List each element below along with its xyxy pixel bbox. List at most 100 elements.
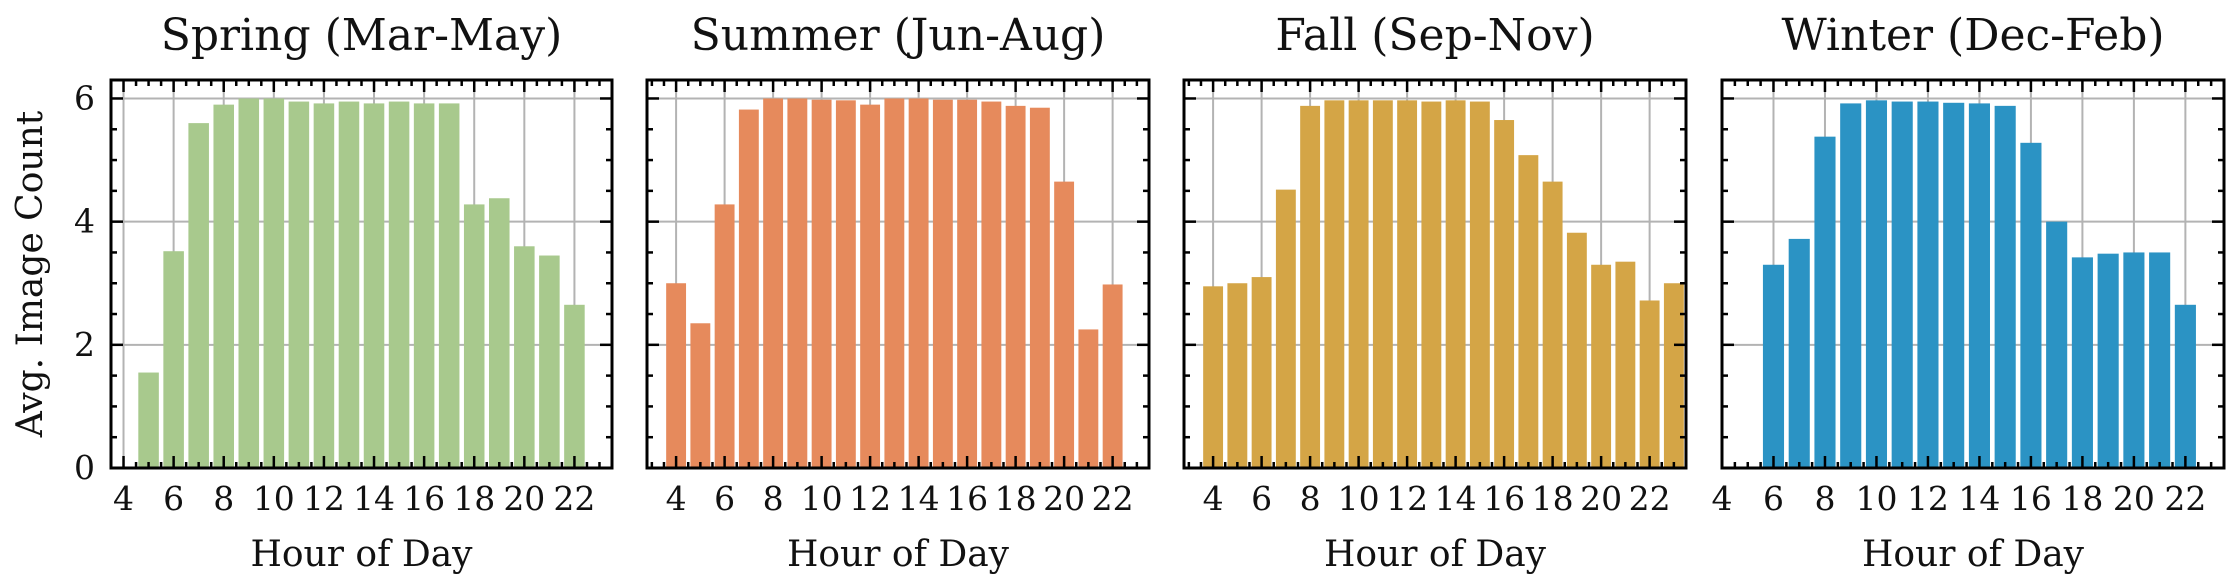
bar-hour-22 (2174, 304, 2196, 468)
y-tick-label: 4 (74, 202, 95, 241)
chart-panel-2: 4 6 8 10 12 14 16 18 20 22 Fall (Sep-Nov) Hour of D… (1182, 10, 1688, 575)
x-tick-label: 6 (1763, 479, 1784, 518)
bar-hour-10 (1865, 100, 1888, 468)
bar-hour-9 (787, 98, 808, 468)
x-tick-label: 12 (1386, 479, 1428, 518)
x-tick-label: 12 (303, 479, 345, 518)
x-tick-label: 8 (1300, 479, 1321, 518)
x-tick-label: 10 (253, 479, 295, 518)
bar-hour-11 (835, 100, 856, 468)
bar-hour-8 (1814, 136, 1836, 468)
plot-frame (1182, 78, 1688, 470)
x-tick-label: 20 (1580, 479, 1622, 518)
bar-hour-11 (288, 101, 310, 468)
x-tick-label: 10 (1338, 479, 1380, 518)
bar-hour-14 (363, 103, 385, 468)
bar-hour-21 (539, 255, 560, 468)
chart-title: Summer (Jun-Aug) (691, 10, 1106, 61)
bar-hour-20 (514, 246, 535, 468)
x-tick-label: 18 (2061, 479, 2103, 518)
x-tick-label: 14 (353, 479, 395, 518)
bar-hour-18 (2071, 257, 2093, 468)
x-tick-label: 8 (1814, 479, 1835, 518)
bar-hour-5 (1227, 283, 1248, 468)
bar-hour-4 (666, 283, 687, 468)
bar-hour-16 (2020, 142, 2042, 468)
bar-hour-7 (1788, 238, 1810, 468)
x-axis-label: Hour of Day (787, 534, 1010, 575)
y-tick-label: 0 (74, 448, 95, 487)
bar-hour-17 (981, 101, 1002, 468)
x-tick-label: 18 (995, 479, 1037, 518)
bar-hour-16 (413, 103, 435, 468)
x-tick-label: 6 (163, 479, 184, 518)
bar-hour-22 (1102, 284, 1123, 468)
bar-hour-11 (1891, 101, 1913, 468)
bar-hour-16 (1494, 120, 1515, 468)
x-tick-label: 4 (113, 479, 134, 518)
bar-hour-16 (957, 99, 978, 468)
plot-frame (1720, 78, 2226, 470)
x-tick-label: 22 (1629, 479, 1671, 518)
bar-hour-8 (763, 98, 784, 468)
bar-hour-18 (1542, 181, 1563, 468)
bar-hour-14 (1445, 100, 1466, 468)
bar-hour-9 (1840, 103, 1862, 468)
x-tick-label: 14 (898, 479, 940, 518)
y-tick-label: 2 (74, 325, 95, 364)
bar-hour-21 (2149, 252, 2171, 468)
bar-hour-14 (908, 98, 929, 468)
bar-hour-11 (1372, 100, 1393, 468)
x-tick-label: 16 (403, 479, 445, 518)
x-tick-label: 4 (1203, 479, 1224, 518)
bars (1762, 100, 2196, 468)
bar-hour-13 (1943, 102, 1965, 468)
x-tick-label: 20 (2113, 479, 2155, 518)
x-tick-label: 18 (453, 479, 495, 518)
x-tick-label: 22 (553, 479, 595, 518)
bar-hour-8 (213, 104, 234, 468)
x-tick-label: 4 (666, 479, 687, 518)
bar-hour-15 (932, 99, 953, 468)
bar-hour-18 (463, 204, 485, 468)
bar-hour-14 (1968, 103, 1990, 468)
x-tick-label: 16 (2010, 479, 2052, 518)
bar-hour-10 (811, 99, 832, 468)
y-tick-label: 6 (74, 78, 95, 117)
chart-title: Spring (Mar-May) (161, 10, 563, 61)
x-tick-label: 8 (763, 479, 784, 518)
bar-hour-20 (1591, 264, 1612, 468)
bar-hour-7 (188, 123, 209, 468)
bar-hour-6 (1251, 277, 1272, 468)
x-tick-label: 22 (1092, 479, 1134, 518)
bars (1203, 100, 1684, 468)
bars (666, 98, 1123, 468)
x-tick-label: 10 (801, 479, 843, 518)
bar-hour-12 (313, 103, 335, 468)
bar-hour-6 (714, 204, 735, 468)
bar-hour-7 (1275, 189, 1296, 468)
bar-hour-6 (1762, 264, 1785, 468)
bar-hour-17 (438, 103, 460, 468)
bar-hour-20 (1054, 181, 1075, 468)
plot-frame (109, 78, 614, 470)
y-axis-label: Avg. Image Count (10, 110, 51, 438)
bar-hour-8 (1300, 105, 1321, 468)
bar-hour-17 (2046, 221, 2068, 468)
bar-hour-10 (1348, 100, 1369, 468)
bar-hour-19 (2097, 253, 2119, 468)
x-tick-label: 4 (1712, 479, 1733, 518)
x-tick-label: 14 (1435, 479, 1477, 518)
bar-hour-17 (1518, 155, 1539, 468)
bar-hour-22 (564, 304, 585, 468)
x-tick-label: 16 (1483, 479, 1525, 518)
x-axis-label: Hour of Day (250, 534, 473, 575)
bar-hour-5 (690, 323, 711, 468)
x-tick-label: 14 (1958, 479, 2000, 518)
bar-hour-13 (338, 101, 360, 468)
plot-frame (645, 78, 1151, 470)
x-tick-label: 18 (1532, 479, 1574, 518)
x-tick-label: 20 (503, 479, 545, 518)
chart-panel-1: 4 6 8 10 12 14 16 18 20 22 Summer (Jun-Aug) Hour of… (645, 10, 1151, 575)
